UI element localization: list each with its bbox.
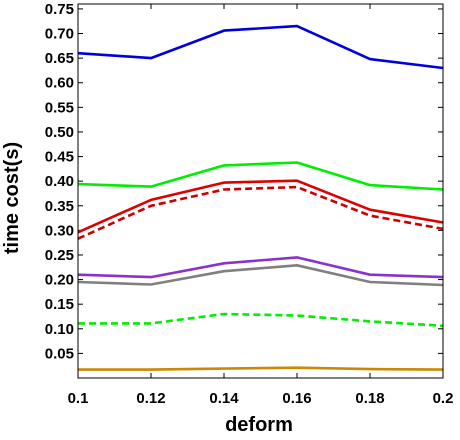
y-tick-label: 0.65 [45, 50, 74, 67]
y-tick-label: 0.55 [45, 99, 74, 116]
x-tick-label: 0.14 [209, 390, 239, 407]
y-tick-label: 0.15 [45, 296, 74, 313]
y-tick-label: 0.75 [45, 1, 74, 18]
series-line-8 [78, 366, 444, 371]
series-line-7 [78, 312, 444, 328]
x-tick-label: 0.12 [136, 390, 165, 407]
y-tick-label: 0.35 [45, 198, 74, 215]
y-tick-label: 0.05 [45, 345, 74, 362]
series-line-2 [77, 161, 444, 191]
x-tick-label: 0.18 [355, 390, 384, 407]
y-axis-title: time cost(s) [1, 142, 23, 254]
x-tick-label: 0.1 [68, 390, 89, 407]
series-line-3 [77, 179, 444, 234]
x-tick-label: 0.2 [433, 390, 454, 407]
y-tick-label: 0.25 [45, 247, 74, 264]
y-tick-label: 0.60 [45, 75, 74, 92]
y-tick-label: 0.30 [45, 222, 74, 239]
series-line-4 [77, 185, 444, 240]
series-line-1 [77, 24, 444, 70]
y-tick-label: 0.40 [45, 173, 74, 190]
y-tick-label: 0.50 [45, 124, 74, 141]
plot-frame [77, 3, 444, 379]
x-tick-label: 0.16 [282, 390, 311, 407]
series-line-5 [77, 256, 444, 279]
y-tick-label: 0.20 [45, 272, 74, 289]
y-tick-label: 0.45 [45, 149, 74, 166]
series-line-6 [77, 263, 444, 287]
x-axis-title: deform [225, 414, 293, 436]
y-tick-label: 0.70 [45, 26, 74, 43]
y-tick-label: 0.10 [45, 321, 74, 338]
